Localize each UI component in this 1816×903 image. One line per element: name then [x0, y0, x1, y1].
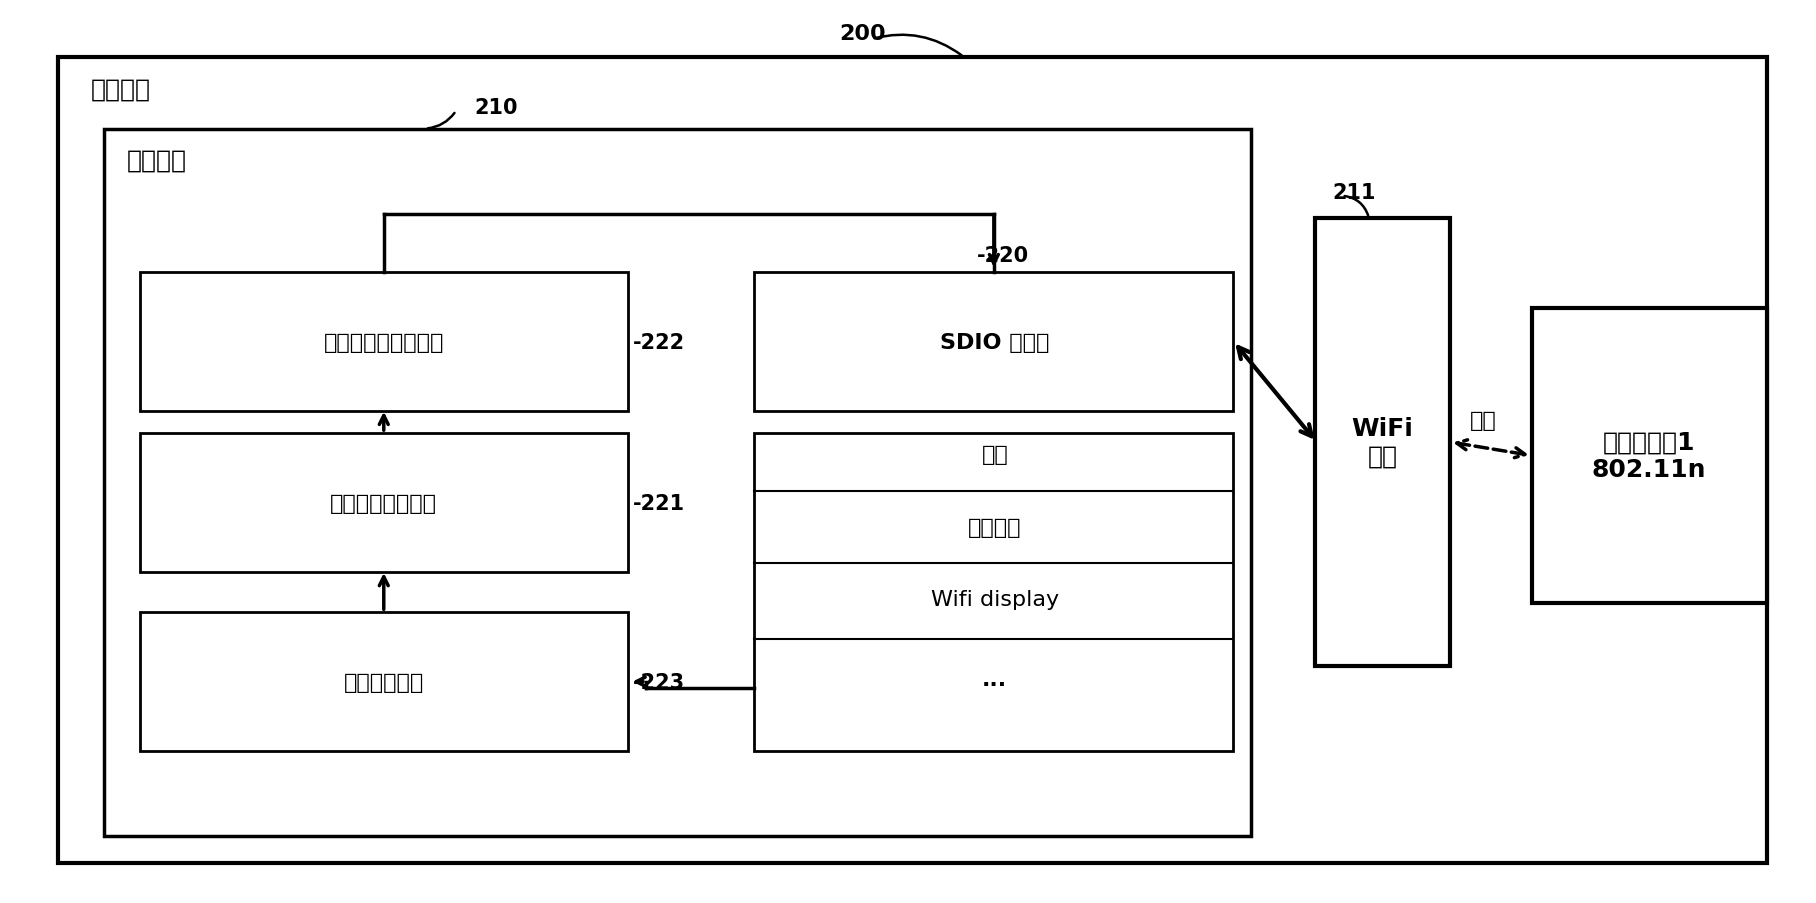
Text: 带宿需求模块: 带宿需求模块: [343, 673, 423, 693]
Bar: [1531, 308, 1767, 603]
Text: 动态时钟计算模块: 动态时钟计算模块: [331, 493, 438, 514]
Text: 200: 200: [839, 23, 886, 44]
Text: ...: ...: [982, 670, 1008, 690]
Text: -223: -223: [634, 673, 685, 693]
Text: -220: -220: [977, 246, 1030, 265]
Text: 无线接入点1
802.11n: 无线接入点1 802.11n: [1593, 430, 1707, 482]
Bar: [1315, 219, 1451, 666]
Text: 锁相环时钟产生模块: 锁相环时钟产生模块: [323, 332, 443, 352]
Text: 连接: 连接: [1469, 410, 1496, 430]
Text: 处理模块: 处理模块: [127, 149, 187, 172]
Bar: [104, 129, 1251, 836]
Text: 应用: 应用: [981, 444, 1008, 464]
Text: 211: 211: [1333, 183, 1377, 203]
Text: 电子设备: 电子设备: [91, 77, 151, 101]
Bar: [754, 433, 1233, 751]
Text: -221: -221: [634, 493, 685, 514]
Bar: [140, 433, 628, 573]
Bar: [754, 273, 1233, 411]
Text: WiFi
模块: WiFi 模块: [1351, 416, 1413, 469]
Text: SDIO 控制器: SDIO 控制器: [941, 332, 1050, 352]
Bar: [140, 612, 628, 751]
Text: 在线视频: 在线视频: [968, 517, 1022, 537]
Text: Wifi display: Wifi display: [932, 589, 1059, 610]
Text: -222: -222: [634, 332, 685, 352]
Bar: [140, 273, 628, 411]
Text: 210: 210: [474, 98, 518, 118]
